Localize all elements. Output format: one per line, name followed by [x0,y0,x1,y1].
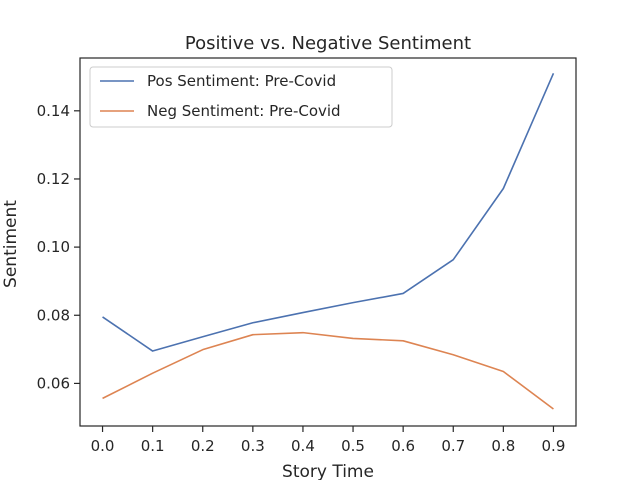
x-tick-label: 0.0 [91,437,115,455]
x-tick-label: 0.7 [441,437,465,455]
x-tick-label: 0.1 [141,437,165,455]
plot-area: 0.0 0.1 0.2 0.3 0.4 0.5 0.6 0.7 0.8 0.9 0.06 0.08 0.… [37,57,577,455]
series-line-neg [102,331,554,410]
x-tick-label: 0.9 [542,437,566,455]
chart-title: Positive vs. Negative Sentiment [185,33,471,54]
y-tick-label: 0.08 [37,306,70,324]
series-line-pos [102,73,555,352]
y-axis-label: Sentiment [1,200,21,288]
x-tick-label: 0.5 [341,437,365,455]
x-tick-label: 0.4 [291,437,315,455]
y-tick-label: 0.14 [37,102,70,120]
x-axis-label: Story Time [282,462,374,480]
y-tick-label: 0.10 [37,238,70,256]
y-tick-label: 0.12 [37,170,70,188]
x-tick-label: 0.3 [241,437,265,455]
legend-label: Pos Sentiment: Pre-Covid [147,72,336,90]
plot-frame [79,57,577,427]
legend-label: Neg Sentiment: Pre-Covid [147,102,341,120]
y-tick-label: 0.06 [37,374,70,392]
legend: Pos Sentiment: Pre-Covid Neg Sentiment: P… [89,66,393,128]
legend-box [89,66,393,128]
x-tick-label: 0.6 [391,437,415,455]
x-tick-label: 0.2 [191,437,215,455]
x-tick-label: 0.8 [491,437,515,455]
